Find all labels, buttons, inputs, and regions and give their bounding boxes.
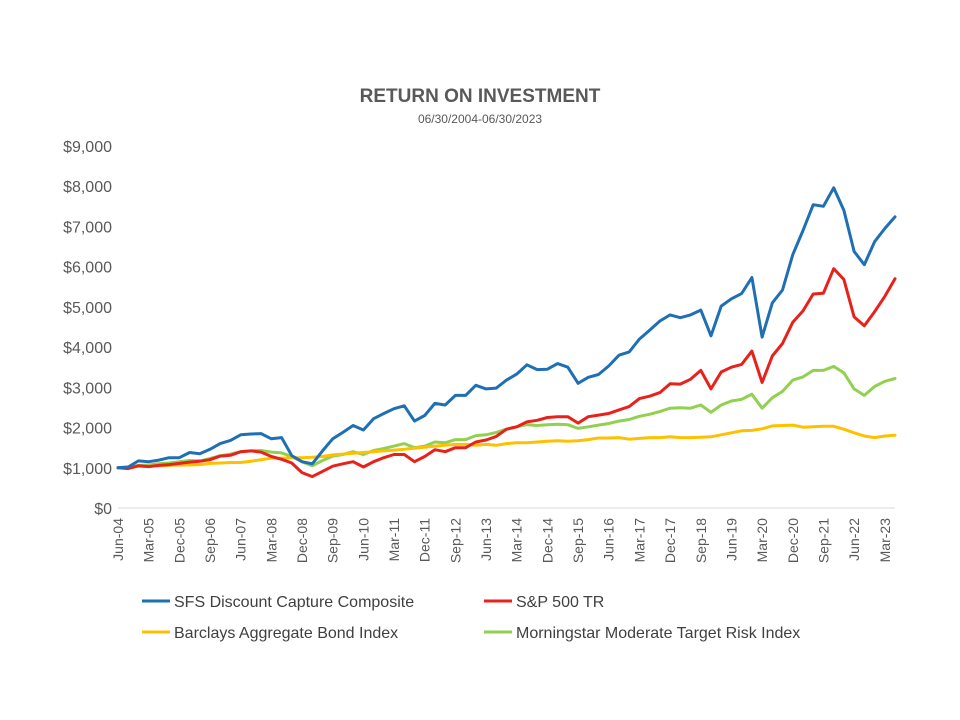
x-tick-label: Sep-21 <box>815 518 831 563</box>
x-tick-label: Jun-04 <box>110 518 126 561</box>
x-axis: Jun-04 Mar-05 Dec-05 Sep-06 Jun-07 Mar-08 Dec-… <box>110 518 893 563</box>
x-tick-label: Mar-08 <box>263 518 279 563</box>
x-tick-label: Jun-16 <box>601 518 617 561</box>
chart-title: RETURN ON INVESTMENT <box>360 86 601 107</box>
chart-subtitle: 06/30/2004-06/30/2023 <box>418 112 542 126</box>
series-line-1 <box>116 267 897 479</box>
x-tick-label: Dec-17 <box>662 518 678 563</box>
y-tick-label: $7,000 <box>63 219 112 236</box>
x-tick-label: Mar-11 <box>386 518 402 562</box>
x-tick-label: Jun-22 <box>846 518 862 561</box>
x-tick-label: Mar-05 <box>141 518 157 563</box>
x-tick-label: Mar-20 <box>754 518 770 563</box>
y-tick-label: $5,000 <box>63 300 112 317</box>
y-tick-label: $4,000 <box>63 340 112 357</box>
legend-label: S&P 500 TR <box>516 594 604 611</box>
y-tick-label: $2,000 <box>63 421 112 438</box>
y-tick-label: $8,000 <box>63 179 112 196</box>
x-tick-label: Dec-20 <box>785 518 801 563</box>
x-tick-label: Dec-14 <box>539 518 555 563</box>
y-tick-label: $6,000 <box>63 260 112 277</box>
x-tick-label: Sep-12 <box>447 518 463 563</box>
series-line-0 <box>116 186 897 470</box>
series-line-2 <box>116 423 897 470</box>
x-tick-label: Sep-09 <box>325 518 341 563</box>
x-tick-label: Sep-15 <box>570 518 586 563</box>
y-tick-label: $3,000 <box>63 380 112 397</box>
x-tick-label: Jun-10 <box>355 518 371 561</box>
x-tick-label: Dec-08 <box>294 518 310 563</box>
y-tick-label: $9,000 <box>63 139 112 156</box>
x-tick-label: Sep-06 <box>202 518 218 563</box>
x-tick-label: Jun-07 <box>233 518 249 561</box>
y-tick-label: $0 <box>94 501 112 518</box>
x-tick-label: Dec-05 <box>171 518 187 563</box>
series-group <box>116 186 897 479</box>
legend-label: SFS Discount Capture Composite <box>174 594 414 611</box>
x-tick-label: Jun-13 <box>478 518 494 561</box>
x-tick-label: Dec-11 <box>417 518 433 562</box>
x-tick-label: Mar-17 <box>631 518 647 563</box>
legend-label: Morningstar Moderate Target Risk Index <box>516 625 800 642</box>
y-axis: $0 $1,000 $2,000 $3,000 $4,000 $5,000 $6,000 $7… <box>63 139 112 518</box>
x-tick-label: Mar-14 <box>509 518 525 563</box>
x-tick-label: Mar-23 <box>877 518 893 563</box>
y-tick-label: $1,000 <box>63 461 112 478</box>
legend: SFS Discount Capture Composite S&P 500 TR… <box>142 594 800 642</box>
x-tick-label: Sep-18 <box>693 518 709 563</box>
legend-label: Barclays Aggregate Bond Index <box>174 625 398 642</box>
x-tick-label: Jun-19 <box>723 518 739 561</box>
